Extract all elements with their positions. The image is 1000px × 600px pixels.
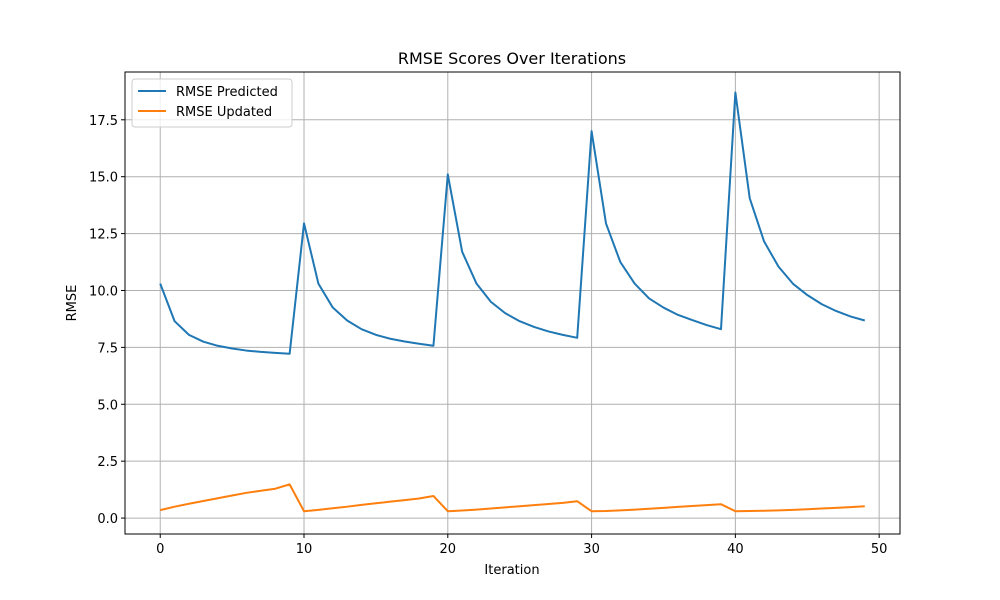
y-tick-label: 12.5 — [89, 228, 118, 243]
x-axis-title: Iteration — [484, 563, 539, 578]
x-tick-label: 40 — [727, 542, 744, 557]
grid-lines — [125, 72, 900, 534]
series-line-rmse-updated — [159, 483, 865, 513]
plot-frame — [124, 71, 901, 535]
x-tick-label: 50 — [871, 542, 888, 557]
series-lines — [159, 91, 866, 513]
legend-label: RMSE Predicted — [176, 85, 278, 100]
legend: RMSE Predicted RMSE Updated — [131, 78, 293, 128]
x-tick-label: 30 — [583, 542, 600, 557]
y-tick-label: 15.0 — [89, 171, 118, 186]
y-tick-label: 7.5 — [97, 341, 118, 356]
x-tick-label: 0 — [156, 542, 164, 557]
y-tick-label: 0.0 — [97, 512, 118, 527]
x-tick-label: 10 — [296, 542, 313, 557]
series-line-rmse-predicted — [159, 91, 866, 355]
y-tick-label: 10.0 — [89, 284, 118, 299]
legend-box — [131, 78, 293, 128]
y-tick-label: 2.5 — [97, 455, 118, 470]
axis-ticks: 0 10 20 30 40 50 0.0 2.5 5.0 7.5 10.0 12.5 15.0 17.5 — [89, 114, 887, 557]
y-tick-label: 5.0 — [97, 398, 118, 413]
y-tick-label: 17.5 — [89, 114, 118, 129]
chart-title: RMSE Scores Over Iterations — [398, 49, 626, 68]
legend-label: RMSE Updated — [176, 105, 272, 120]
y-axis-title: RMSE — [65, 285, 80, 322]
x-tick-label: 20 — [440, 542, 457, 557]
